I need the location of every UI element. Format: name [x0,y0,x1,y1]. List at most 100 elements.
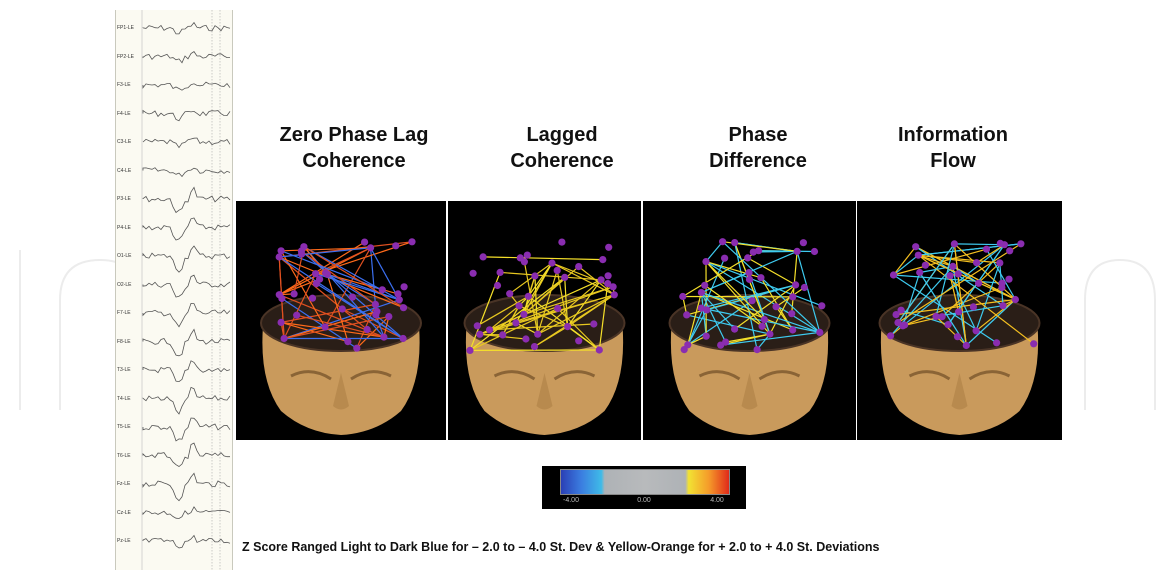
electrode-node [378,286,386,294]
electrode-node [973,259,981,267]
electrode-node [757,274,765,282]
electrode-node [816,328,824,336]
title-line: Difference [709,150,807,172]
connectivity-line [935,243,955,317]
electrode-node [788,310,796,318]
eeg-channel-label: O1-LE [117,253,132,259]
connectivity-line [551,262,614,288]
electrode-node [523,251,531,259]
eeg-channel-trace [142,302,231,328]
electrode-node [772,303,780,311]
electrode-node [894,319,902,327]
eeg-channel-label: P4-LE [117,224,131,231]
eye-socket-right [350,370,392,381]
electrode-node [912,243,920,251]
connectivity-line [705,261,762,279]
electrode-node [367,244,375,252]
electrode-node [515,302,523,310]
connectivity-line [720,331,820,346]
electrode-node [1005,275,1013,283]
connectivity-line [370,247,400,301]
electrode-node [753,346,761,354]
eeg-channel-label: F3-LE [117,82,131,88]
eye-socket-left [908,370,951,381]
electrode-node [998,283,1006,292]
electrode-node [277,247,285,255]
connectivity-line [500,271,602,281]
connectivity-line [701,291,820,333]
electrode-node [1017,240,1025,248]
eeg-channel-label: T4-LE [117,395,131,402]
connectivity-line [686,314,771,335]
connectivity-line [598,283,609,351]
connectivity-line [523,286,614,315]
connectivity-line [281,298,358,349]
electrode-node [701,281,709,289]
eeg-channel-label: Pz-LE [117,538,131,544]
connectivity-line [279,247,371,258]
eeg-channel-trace [142,21,231,35]
head-render [668,238,831,435]
connectivity-line [537,294,615,335]
electrode-node [469,269,477,277]
electrode-node [277,318,285,326]
electrode-node [887,332,895,340]
connectivity-line [893,274,1003,284]
electrode-node [371,300,379,308]
electrode-node [363,325,371,334]
connectivity-line [705,241,724,262]
eeg-channel-trace [142,245,231,273]
connectivity-line [985,248,1016,300]
connectivity-line [687,309,708,346]
electrode-node [280,334,288,343]
electrode-node [499,331,507,339]
electrode-node [561,273,569,281]
electrode-node [290,290,298,298]
connectivity-line [952,266,967,346]
nose [951,373,968,410]
electrode-node [520,310,528,318]
electrode-node [353,344,361,352]
connectivity-line [489,294,615,331]
eye-socket-right [968,370,1011,381]
electrode-node [322,269,330,277]
electrode-node [731,239,739,247]
eeg-trace-strip: FP1-LE FP2-LE F3-LE F4-LE C3-LE C4-LE P3-LE P4-… [115,10,233,570]
electrode-node [564,323,572,331]
electrode-node [321,323,329,331]
electrode-node [512,319,520,327]
title-line: Phase [728,124,788,146]
nose [333,373,349,410]
electrode-node [609,283,617,291]
connectivity-line [918,254,954,267]
connectivity-line [567,326,600,351]
connectivity-line [534,294,615,348]
electrode-node [955,308,963,316]
electrode-node [493,281,502,290]
connectivity-line [489,313,525,331]
head-render [878,239,1041,435]
connectivity-line [917,254,1035,345]
electrode-node [962,341,970,350]
connectivity-line [949,275,960,312]
connectivity-line [283,273,317,339]
connectivity-line [283,316,389,340]
eeg-channel-trace [142,472,231,502]
connectivity-line [477,295,529,327]
electrode-node [889,271,898,279]
eeg-channel-label: T6-LE [117,452,131,459]
electrode-node [553,266,561,274]
connectivity-line [965,299,1016,346]
connectivity-line [893,246,917,276]
eeg-channel-trace [142,167,231,178]
connectivity-line [301,250,376,305]
electrode-node [932,312,940,320]
electrode-node [308,294,317,302]
electrode-node [810,247,819,256]
nose [741,373,758,410]
electrode-node [683,311,691,319]
connectivity-line [918,254,977,264]
connectivity-line [303,246,404,309]
electrode-node [719,238,727,246]
eeg-channel-label: C4-LE [117,167,132,174]
